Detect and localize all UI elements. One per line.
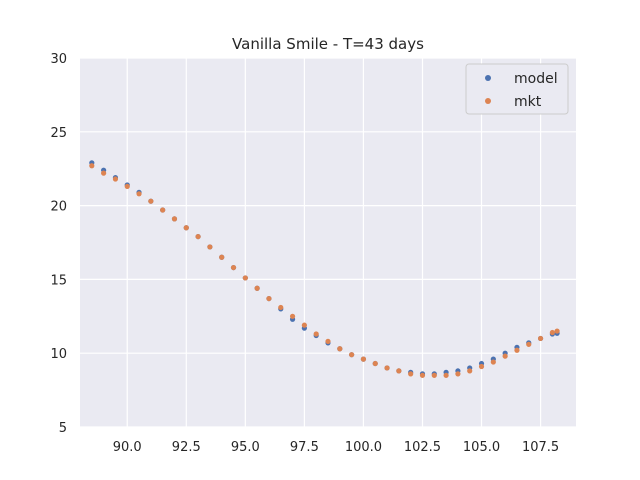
data-point-mkt (112, 176, 119, 182)
data-point-mkt (278, 304, 284, 311)
plot-area (80, 58, 576, 427)
y-tick-label: 10 (50, 347, 67, 362)
y-tick-label: 5 (59, 421, 67, 436)
data-point-mkt (195, 233, 201, 240)
data-point-mkt (408, 371, 414, 377)
data-point-mkt (313, 331, 319, 337)
data-point-mkt (101, 170, 107, 176)
data-point-mkt (337, 346, 343, 352)
data-point-mkt (526, 341, 532, 347)
data-point-mkt (289, 313, 296, 319)
data-point-mkt (230, 264, 237, 271)
data-point-mkt (467, 368, 473, 374)
x-tick-label: 90.0 (113, 440, 142, 455)
data-point-mkt (148, 198, 154, 204)
x-tick-label: 97.5 (290, 440, 319, 455)
data-point-mkt (549, 329, 555, 336)
legend-marker-mkt (485, 98, 491, 104)
x-tick-label: 105.0 (463, 440, 500, 455)
data-point-mkt (419, 372, 426, 378)
data-point-mkt (502, 353, 508, 359)
data-point-mkt (219, 254, 225, 260)
data-point-mkt (455, 371, 461, 377)
data-point-mkt (396, 368, 402, 374)
legend-box (465, 63, 569, 115)
grid (80, 57, 576, 428)
legend: model mkt (465, 63, 569, 115)
data-point-mkt (478, 363, 485, 370)
data-point-mkt (136, 191, 142, 197)
data-point-mkt (384, 365, 390, 371)
data-point-mkt (537, 335, 544, 342)
x-tick-label: 102.5 (404, 440, 441, 455)
data-point-mkt (554, 328, 560, 334)
data-point-mkt (514, 347, 520, 353)
legend-label-mkt: mkt (514, 94, 542, 110)
tick-labels: 90.0 92.5 95.0 97.5 100.0 102.5 105.0 107.5 5 10 1… (50, 52, 559, 455)
data-point-mkt (242, 275, 248, 281)
data-point-mkt (349, 352, 355, 358)
data-point-mkt (325, 338, 331, 344)
data-point-mkt (183, 225, 189, 231)
data-point-mkt (490, 359, 496, 365)
data-point-mkt (301, 322, 307, 328)
data-point-mkt (160, 207, 166, 213)
data-point-mkt (254, 285, 260, 291)
x-tick-label: 95.0 (231, 440, 260, 455)
chart-title: Vanilla Smile - T=43 days (232, 35, 424, 53)
data-point-mkt (266, 295, 272, 302)
x-tick-label: 107.5 (522, 440, 559, 455)
data-point-mkt (372, 360, 378, 367)
data-point-mkt (431, 372, 437, 378)
legend-label-model: model (514, 71, 558, 87)
data-point-mkt (89, 163, 95, 169)
data-point-mkt (171, 216, 178, 222)
data-point-mkt (443, 372, 449, 378)
data-point-mkt (360, 356, 367, 362)
data-point-mkt (207, 244, 213, 250)
x-tick-label: 100.0 (345, 440, 382, 455)
y-tick-label: 25 (50, 126, 67, 141)
y-tick-label: 20 (50, 200, 67, 215)
data-point-mkt (124, 183, 130, 190)
y-tick-label: 15 (50, 273, 67, 288)
series-mkt (89, 163, 560, 378)
y-tick-label: 30 (50, 52, 67, 67)
legend-marker-model (485, 75, 491, 81)
x-tick-label: 92.5 (172, 440, 201, 455)
